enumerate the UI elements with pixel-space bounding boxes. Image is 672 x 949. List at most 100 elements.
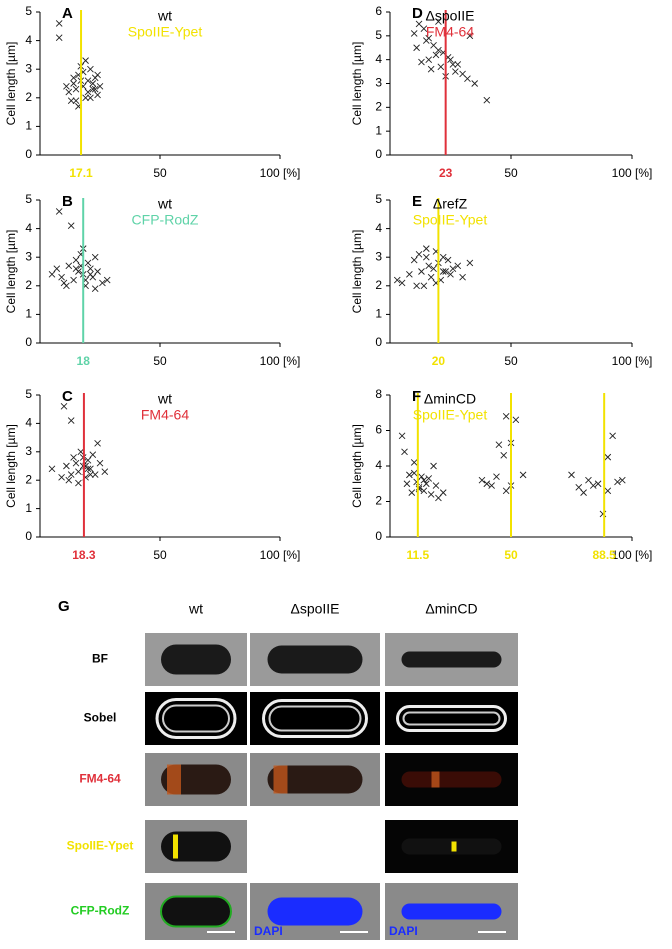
data-point (420, 487, 428, 495)
data-point (65, 88, 73, 96)
point-stroke (594, 480, 602, 488)
panel-letter: D (412, 5, 423, 22)
data-point (58, 474, 65, 481)
mean-label: 17.1 (69, 166, 93, 180)
point-stroke (67, 471, 75, 478)
data-point (70, 74, 77, 82)
point-stroke (87, 65, 94, 73)
data-point (96, 459, 104, 467)
y-tick-label: 1 (25, 307, 32, 321)
data-point (67, 97, 75, 104)
data-point (609, 432, 616, 440)
row-label: Sobel (84, 711, 117, 725)
data-point (568, 471, 575, 479)
y-tick-label: 2 (25, 472, 32, 486)
point-stroke (580, 489, 587, 496)
point-stroke (415, 251, 423, 258)
point-stroke (422, 245, 430, 252)
membrane (273, 765, 288, 794)
data-point (96, 83, 104, 90)
data-point (439, 489, 447, 496)
y-tick-label: 3 (25, 444, 32, 458)
panel-subtitle: SpoIIE-Ypet (413, 212, 488, 228)
panel-subtitle: CFP-RodZ (132, 212, 199, 228)
point-stroke (53, 265, 61, 272)
point-stroke (89, 85, 97, 93)
point-stroke (418, 473, 425, 480)
point-stroke (84, 88, 92, 96)
data-point (430, 462, 437, 470)
data-point (84, 457, 92, 464)
data-point (585, 476, 592, 484)
point-stroke (72, 256, 80, 264)
data-point (75, 479, 82, 487)
cell (160, 895, 232, 928)
point-stroke (55, 34, 63, 42)
data-point (72, 265, 80, 272)
point-stroke (94, 91, 101, 99)
data-point (65, 476, 73, 484)
data-point (415, 251, 423, 258)
y-tick-label: 3 (375, 249, 382, 263)
point-stroke (439, 489, 447, 496)
data-point (53, 265, 61, 272)
data-point (91, 253, 99, 261)
data-point (103, 276, 111, 284)
data-point (444, 256, 452, 264)
cell-edge (268, 705, 362, 732)
data-point (58, 273, 65, 281)
y-tick-label: 0 (375, 335, 382, 349)
point-stroke (87, 265, 94, 272)
point-stroke (442, 268, 449, 275)
point-stroke (519, 471, 527, 479)
data-point (87, 94, 94, 102)
data-point (604, 487, 612, 495)
point-stroke (512, 416, 520, 424)
y-axis-label: Cell length [µm] (4, 230, 18, 314)
point-stroke (413, 44, 420, 52)
y-tick-label: 1 (375, 123, 382, 137)
data-point (65, 262, 73, 270)
data-point (55, 34, 63, 42)
column-header: ΔspoIIE (290, 601, 339, 617)
data-point (439, 253, 447, 261)
y-axis-label: Cell length [µm] (4, 424, 18, 508)
point-stroke (447, 271, 454, 278)
data-point (495, 441, 503, 449)
point-stroke (87, 94, 94, 102)
x-tick-label: 50 (153, 166, 167, 180)
data-point (502, 487, 510, 495)
data-point (422, 245, 430, 252)
data-point (420, 282, 428, 290)
point-stroke (410, 30, 418, 37)
point-stroke (393, 276, 401, 284)
row-label: BF (92, 652, 108, 666)
point-stroke (65, 88, 73, 96)
point-stroke (406, 271, 413, 278)
data-point (72, 85, 80, 93)
point-stroke (420, 25, 428, 33)
point-stroke (84, 465, 92, 473)
membrane (431, 771, 440, 788)
data-point (449, 61, 457, 68)
point-stroke (84, 259, 92, 267)
point-stroke (466, 259, 474, 267)
data-point (619, 476, 626, 484)
point-stroke (575, 483, 583, 491)
point-stroke (103, 276, 111, 284)
point-stroke (410, 469, 418, 477)
point-stroke (420, 487, 428, 495)
point-stroke (420, 476, 428, 484)
data-point (77, 448, 85, 456)
point-stroke (70, 276, 77, 284)
panel-letter: B (62, 193, 73, 210)
y-tick-label: 5 (25, 4, 32, 18)
point-stroke (82, 57, 89, 64)
data-point (48, 465, 56, 473)
data-point (63, 462, 70, 470)
data-point (427, 273, 435, 281)
data-point (454, 262, 462, 270)
data-point (502, 412, 510, 420)
data-point (418, 58, 425, 66)
point-stroke (427, 491, 435, 498)
